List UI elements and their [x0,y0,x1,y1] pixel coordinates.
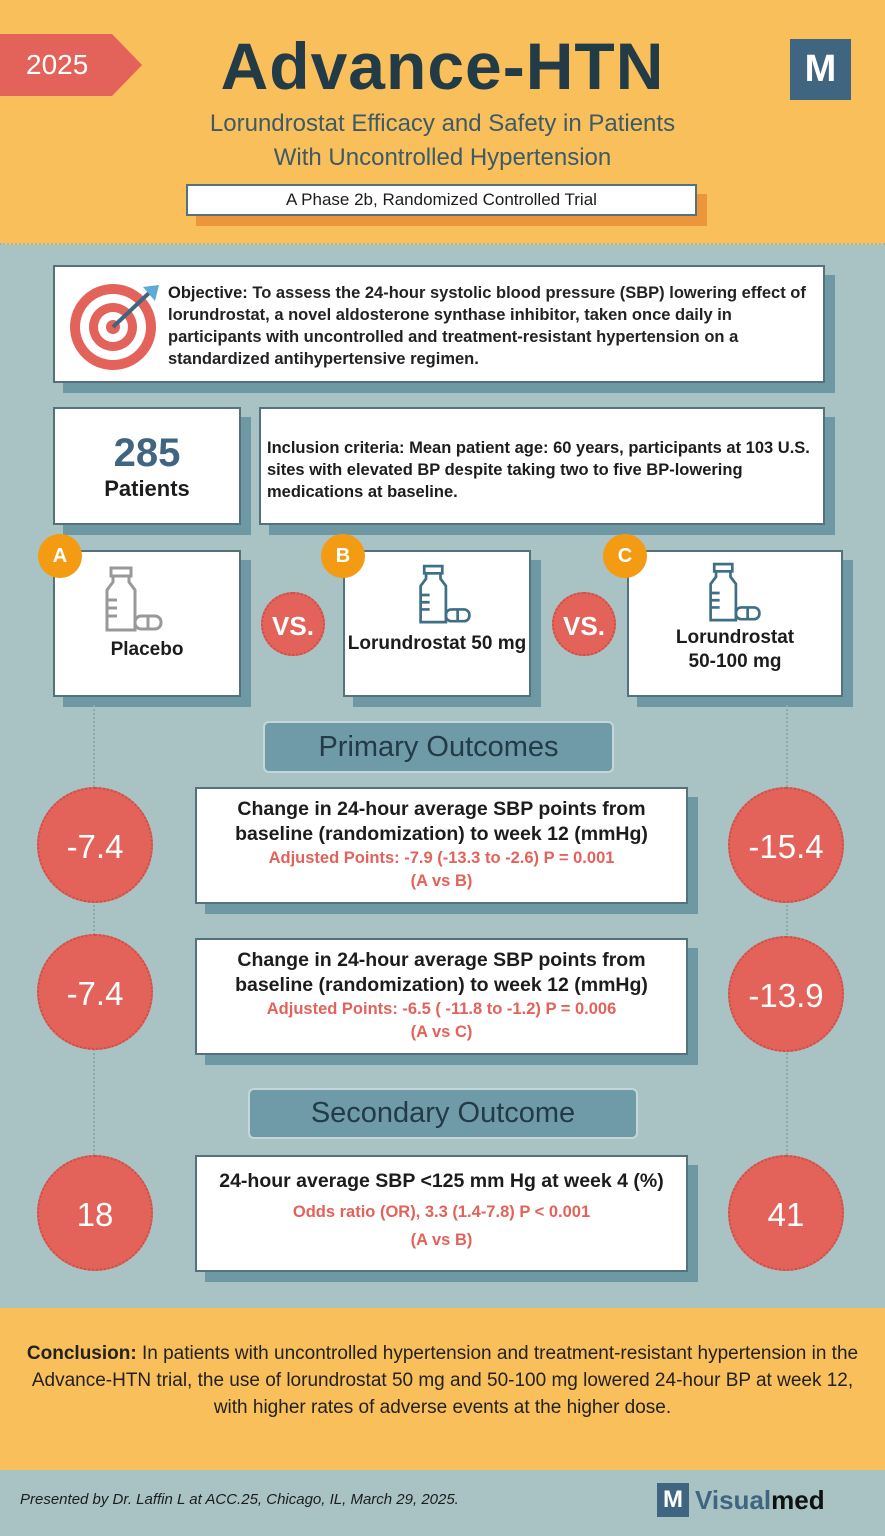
inclusion-box: Inclusion criteria: Mean patient age: 60… [259,407,825,525]
placebo-value: -7.4 [37,934,153,1050]
arm-50mg: Lorundrostat 50 mg [343,550,531,697]
arm-label: Lorundrostat 50 mg [347,633,527,654]
visualmed-logo: M Visual med [657,1483,825,1517]
vs-badge: VS. [552,592,616,656]
outcome-compare: (A vs B) [410,1231,473,1249]
trial-type: A Phase 2b, Randomized Controlled Trial [186,184,697,216]
outcome-compare: (A vs C) [410,1023,473,1041]
outcome-box: 24-hour average SBP <125 mm Hg at week 4… [195,1155,688,1272]
outcome-heading: Change in 24-hour average SBP points fro… [235,949,648,996]
brand-part1: Visual [695,1484,772,1515]
outcome-heading: Change in 24-hour average SBP points fro… [235,798,648,845]
outcome-compare: (A vs B) [410,872,473,890]
logo: M [790,39,851,100]
arm-label: Placebo [110,639,184,660]
presenter-credit: Presented by Dr. Laffin L at ACC.25, Chi… [20,1491,459,1508]
primary-outcomes-heading: Primary Outcomes [263,721,614,773]
outcome-stat: Odds ratio (OR), 3.3 (1.4-7.8) P < 0.001 [292,1203,591,1221]
treatment-value: -15.4 [728,787,844,903]
medicine-bottle-icon [105,566,163,632]
inclusion-text: Mean patient age: 60 years, participants… [267,439,810,501]
treatment-value: -13.9 [728,936,844,1052]
conclusion-label: Conclusion: [26,1343,137,1364]
objective-box: Objective: To assess the 24-hour systoli… [53,265,825,383]
outcome-stat: Adjusted Points: -6.5 ( -11.8 to -1.2) P… [266,1000,617,1018]
page-title: Advance-HTN [220,29,665,103]
brand-part2: med [771,1484,825,1515]
placebo-value: -7.4 [37,787,153,903]
patient-count: 285 [113,431,181,475]
outcome-box: Change in 24-hour average SBP points fro… [195,787,688,904]
outcome-heading: 24-hour average SBP <125 mm Hg at week 4… [219,1170,664,1192]
outcome-stat: Adjusted Points: -7.9 (-13.3 to -2.6) P … [268,849,615,867]
conclusion: Conclusion: In patients with uncontrolle… [0,1308,885,1470]
patient-label: Patients [104,476,190,501]
objective-text: To assess the 24-hour systolic blood pre… [168,284,806,368]
vs-badge: VS. [261,592,325,656]
outcome-box: Change in 24-hour average SBP points fro… [195,938,688,1055]
medicine-bottle-icon [709,562,761,622]
placebo-value: 18 [37,1155,153,1271]
logo-mark: M [657,1483,689,1517]
arm-label: Lorundrostat 50-100 mg [675,627,795,672]
conclusion-text: In patients with uncontrolled hypertensi… [31,1343,859,1418]
secondary-outcome-heading: Secondary Outcome [248,1088,638,1139]
subtitle-line1: Lorundrostat Efficacy and Safety in Pati… [209,110,676,137]
subtitle-line2: With Uncontrolled Hypertension [273,144,612,171]
medicine-bottle-icon [419,564,471,624]
arm-badge-c: C [603,534,647,578]
treatment-value: 41 [728,1155,844,1271]
patients-box: 285 Patients [53,407,241,525]
year-tag: 2025 [0,34,142,96]
objective-label: Objective: [168,284,248,302]
arm-placebo: Placebo [53,550,241,697]
inclusion-label: Inclusion criteria: [267,439,405,457]
arm-badge-b: B [321,534,365,578]
arm-50-100mg: Lorundrostat 50-100 mg [627,550,843,697]
arm-badge-a: A [38,534,82,578]
target-icon [70,284,159,370]
